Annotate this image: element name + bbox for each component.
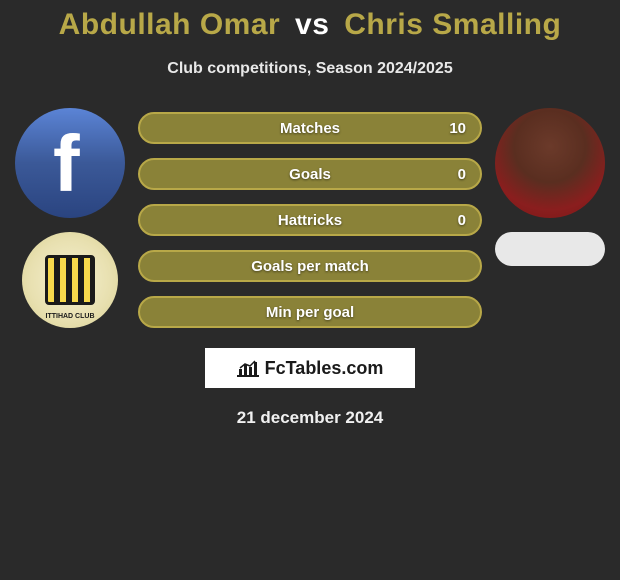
player1-avatar [15,108,125,218]
stat-value-right: 0 [458,212,466,229]
brand-logo: FcTables.com [205,348,415,388]
stat-bar: Hattricks 0 [138,204,482,236]
stat-value-right: 0 [458,166,466,183]
stat-bar: Goals per match [138,250,482,282]
brand-text: FcTables.com [265,358,384,379]
player1-club-badge: ITTIHAD CLUB [22,232,118,328]
stat-label: Hattricks [278,212,342,229]
badge-stripes-icon [45,255,95,305]
stat-label: Goals per match [251,258,369,275]
player2-avatar [495,108,605,218]
player2-column [490,108,610,266]
stat-bar: Goals 0 [138,158,482,190]
stat-value-right: 10 [449,120,466,137]
stats-column: Matches 10 Goals 0 Hattricks 0 Goals per match… [130,112,490,328]
player2-name: Chris Smalling [344,8,561,41]
comparison-card: Abdullah Omar vs Chris Smalling Club com… [0,0,620,580]
stat-label: Matches [280,120,340,137]
player2-club-badge [495,232,605,266]
subtitle-text: Club competitions, Season 2024/2025 [0,60,620,78]
stat-label: Min per goal [266,304,354,321]
stat-label: Goals [289,166,331,183]
chart-icon [237,359,259,377]
player1-name: Abdullah Omar [59,8,281,41]
badge-club-text: ITTIHAD CLUB [35,313,105,320]
comparison-title: Abdullah Omar vs Chris Smalling [0,0,620,42]
content-row: ITTIHAD CLUB Matches10Goals0Hattricks0Go… [0,108,620,328]
stat-bar: Min per goal [138,296,482,328]
footer-date: 21 december 2024 [0,408,620,428]
stat-bar: Matches 10 [138,112,482,144]
vs-text: vs [295,8,329,41]
player1-column: ITTIHAD CLUB [10,108,130,328]
